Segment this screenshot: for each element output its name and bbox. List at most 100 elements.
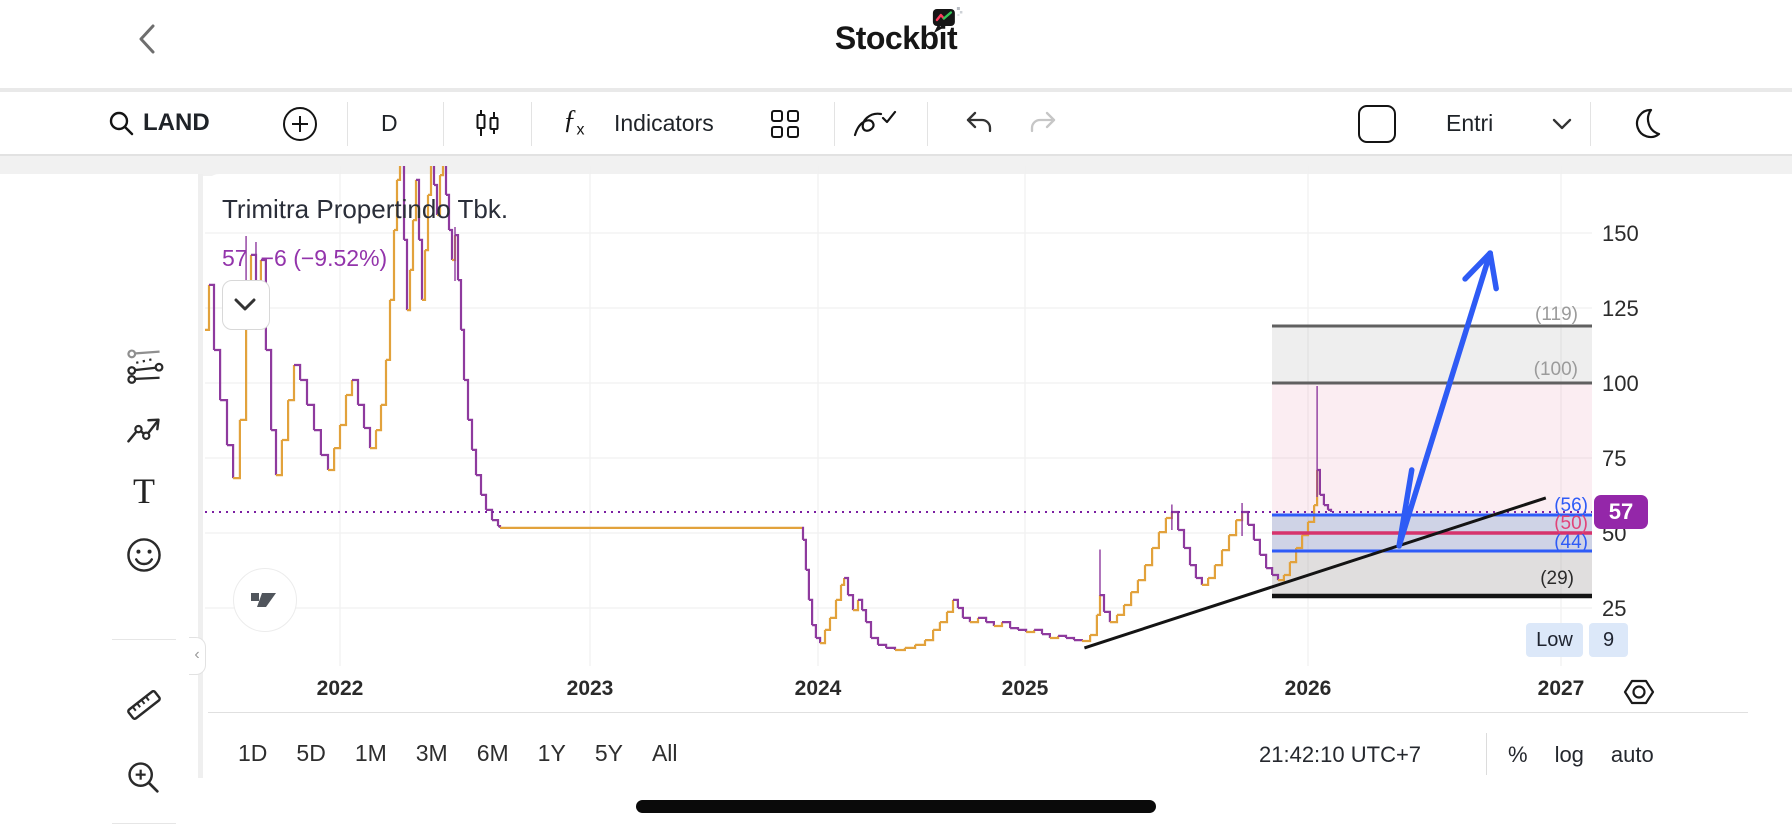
sidebar-separator xyxy=(112,823,176,824)
chevron-left-icon xyxy=(139,24,155,54)
tool-measure[interactable] xyxy=(124,685,164,725)
sidebar-collapse-handle[interactable]: ‹ xyxy=(189,637,206,675)
toolbar-divider xyxy=(531,102,532,146)
top-nav: Stockbit xyxy=(0,0,1792,88)
undo-icon xyxy=(966,111,992,133)
draw-pen-icon xyxy=(853,110,897,137)
theme-toggle-button[interactable] xyxy=(1628,106,1664,142)
range-5d[interactable]: 5D xyxy=(296,740,326,766)
grid-layout-icon xyxy=(771,110,799,138)
trend-line-icon xyxy=(127,349,164,384)
chart-style-button[interactable] xyxy=(469,107,505,141)
toolbar-divider xyxy=(927,102,928,146)
y-axis-tick: 125 xyxy=(1602,296,1639,321)
bottom-divider xyxy=(1486,733,1487,775)
low-value-pill: 9 xyxy=(1589,623,1628,657)
percent-toggle[interactable]: % xyxy=(1508,742,1528,767)
x-axis-tick[interactable]: 2022 xyxy=(316,677,364,700)
bottom-separator xyxy=(208,712,1748,713)
quote-expand-button[interactable] xyxy=(222,280,270,330)
range-all[interactable]: All xyxy=(651,740,678,766)
candlestick-icon xyxy=(476,110,499,136)
range-5y[interactable]: 5Y xyxy=(594,740,623,766)
logo-bubble-icon xyxy=(931,6,963,36)
price-change: −6 (−9.52%) xyxy=(260,245,388,271)
entry-dropdown-label[interactable]: Entri xyxy=(1446,110,1494,136)
back-button[interactable] xyxy=(128,18,170,60)
y-axis-tick: 75 xyxy=(1602,446,1627,471)
clock-label[interactable]: 21:42:10 UTC+7 xyxy=(1259,742,1422,767)
chevron-down-icon xyxy=(1552,118,1572,130)
indicators-button[interactable]: Indicators xyxy=(614,110,714,136)
tool-zoom-in[interactable] xyxy=(124,758,164,798)
stockbit-logo: Stockbit xyxy=(835,7,963,57)
redo-button[interactable] xyxy=(1026,107,1062,141)
level-label: (56) xyxy=(1554,495,1588,516)
toolbar-divider xyxy=(834,102,835,146)
entry-checkbox[interactable] xyxy=(1358,105,1396,143)
pane-settings-button[interactable] xyxy=(1621,674,1657,710)
last-price: 57 xyxy=(222,245,248,271)
range-3m[interactable]: 3M xyxy=(415,740,448,766)
y-axis-tick: 25 xyxy=(1602,596,1627,621)
auto-toggle[interactable]: auto xyxy=(1610,742,1654,767)
toolbar-divider xyxy=(1590,102,1591,146)
tool-zigzag-pattern[interactable] xyxy=(124,408,164,448)
toolbar-divider xyxy=(443,102,444,146)
low-label-pill: Low xyxy=(1526,623,1583,657)
home-indicator xyxy=(636,800,1156,813)
current-price-tag: 57 xyxy=(1594,495,1648,529)
toolbar-divider xyxy=(347,102,348,146)
instrument-title: Trimitra Propertindo Tbk. xyxy=(222,194,509,224)
undo-button[interactable] xyxy=(960,107,996,141)
fx-icon[interactable]: ƒx xyxy=(563,104,585,139)
interval-button[interactable]: D xyxy=(381,110,398,136)
nav-separator xyxy=(0,88,1792,92)
scale-toggles: % log auto xyxy=(1508,742,1654,768)
symbol-search-button[interactable] xyxy=(106,109,136,139)
range-1m[interactable]: 1M xyxy=(354,740,387,766)
drawing-tools-button[interactable] xyxy=(850,104,902,144)
log-toggle[interactable]: log xyxy=(1554,742,1584,767)
chart-toolbar: LAND D ƒx Indicators xyxy=(0,92,1792,156)
zigzag-arrow-icon xyxy=(127,418,160,443)
x-axis-tick[interactable]: 2023 xyxy=(566,677,614,700)
tradingview-logo-icon xyxy=(251,593,276,607)
tradingview-watermark xyxy=(233,568,297,632)
x-axis-tick[interactable]: 2027 xyxy=(1537,677,1585,700)
section-separator xyxy=(0,154,1792,176)
x-axis-tick[interactable]: 2024 xyxy=(794,677,842,700)
redo-icon xyxy=(1030,111,1056,133)
sidebar-divider xyxy=(198,174,203,778)
zoom-in-icon xyxy=(128,762,159,793)
y-axis-tick: 100 xyxy=(1602,371,1639,396)
drawing-sidebar: T xyxy=(0,174,198,828)
level-label: (50) xyxy=(1554,513,1588,534)
text-tool-icon: T xyxy=(133,471,155,511)
range-1y[interactable]: 1Y xyxy=(537,740,566,766)
tool-emoji[interactable] xyxy=(124,535,164,575)
tool-text[interactable]: T xyxy=(124,471,164,511)
timeframe-bar: 1D 5D 1M 3M 6M 1Y 5Y All xyxy=(238,740,678,767)
level-label: (29) xyxy=(1540,568,1574,589)
entry-dropdown-toggle[interactable] xyxy=(1550,115,1574,133)
level-label: (119) xyxy=(1535,304,1578,325)
layouts-button[interactable] xyxy=(768,108,802,140)
y-axis-tick: 150 xyxy=(1602,221,1639,246)
range-6m[interactable]: 6M xyxy=(476,740,509,766)
level-label: (44) xyxy=(1554,532,1588,553)
search-icon xyxy=(109,111,134,136)
ruler-icon xyxy=(127,690,161,720)
tool-trend-line[interactable] xyxy=(124,345,164,385)
moon-icon xyxy=(1635,108,1661,139)
sidebar-separator xyxy=(112,639,176,640)
plus-circle-icon xyxy=(283,107,317,141)
gear-icon xyxy=(1623,679,1655,705)
symbol-label[interactable]: LAND xyxy=(143,109,210,136)
x-axis-tick[interactable]: 2025 xyxy=(1001,677,1049,700)
compare-add-button[interactable] xyxy=(281,105,319,143)
x-axis-tick[interactable]: 2026 xyxy=(1284,677,1332,700)
range-1d[interactable]: 1D xyxy=(238,740,268,766)
chevron-down-icon xyxy=(234,298,256,311)
